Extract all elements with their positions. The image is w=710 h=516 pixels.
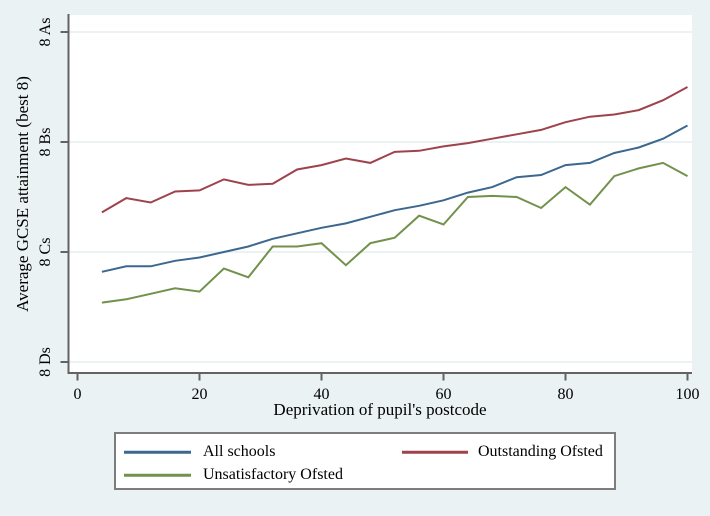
x-tick-label-100: 100 — [675, 386, 700, 403]
legend: All schools Outstanding Ofsted Unsatisfa… — [114, 432, 616, 490]
series-line-outstanding-ofsted — [101, 86, 688, 214]
legend-label-unsatisfactory-ofsted: Unsatisfactory Ofsted — [203, 466, 343, 483]
x-tick-label-80: 80 — [557, 386, 574, 403]
y-tick-label-8-as: 8 As — [37, 17, 54, 47]
legend-label-outstanding-ofsted: Outstanding Ofsted — [478, 443, 603, 460]
legend-line-unsatisfactory-ofsted — [124, 473, 191, 477]
y-tick-label-8-bs: 8 Bs — [37, 127, 54, 157]
legend-line-all-schools — [124, 450, 191, 454]
y-tick-label-8-ds: 8 Ds — [37, 347, 54, 377]
x-tick-label-0: 0 — [73, 386, 82, 403]
y-tick-label-8-cs: 8 Cs — [37, 237, 54, 267]
legend-line-outstanding-ofsted — [402, 450, 468, 454]
y-axis-title: Average GCSE attainment (best 8) — [13, 76, 32, 312]
plot-area — [68, 15, 692, 373]
series-line-unsatisfactory-ofsted — [101, 161, 688, 304]
legend-label-all-schools: All schools — [203, 443, 276, 460]
series-line-all-schools — [101, 124, 688, 273]
x-axis-title: Deprivation of pupil's postcode — [273, 400, 487, 419]
x-tick-label-20: 20 — [191, 386, 208, 403]
x-tick-label-60: 60 — [435, 386, 452, 403]
x-tick-label-40: 40 — [313, 386, 330, 403]
